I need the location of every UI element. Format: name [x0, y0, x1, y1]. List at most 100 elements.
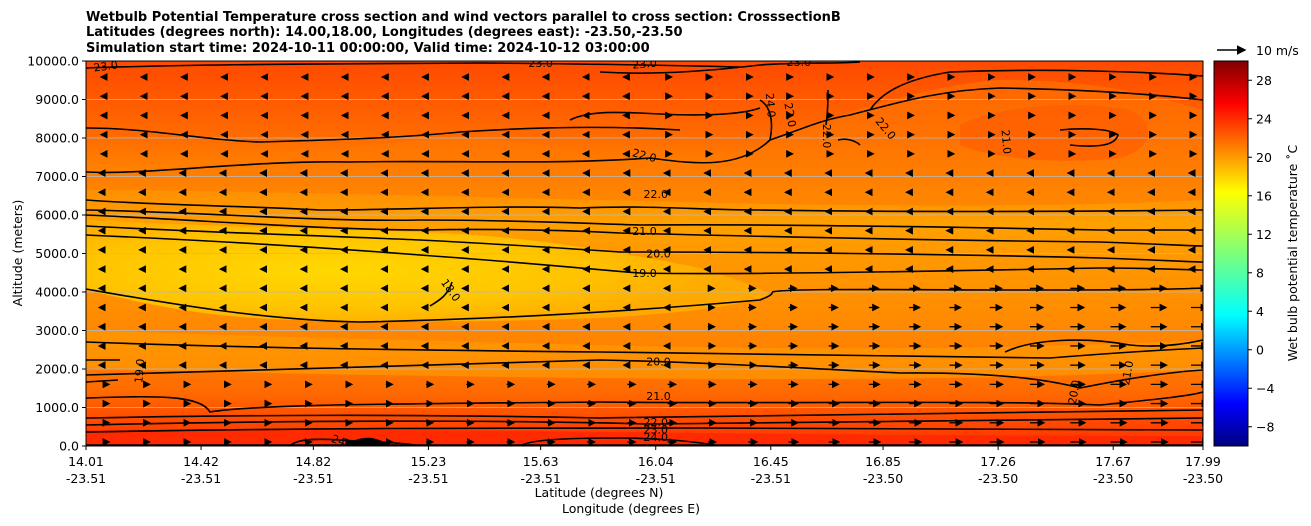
colorbar-fill: [1213, 60, 1249, 447]
colorbar-tick-label: 24: [1256, 111, 1272, 126]
contour-line: [86, 234, 1203, 275]
x-tick-label-longitude: -23.50: [1183, 471, 1223, 486]
x-tick-label-longitude: -23.50: [978, 471, 1018, 486]
contour-line: [429, 281, 453, 307]
contour-line: [86, 417, 1203, 426]
colorbar-tick-label: 20: [1256, 150, 1272, 165]
x-tick-label-latitude: 17.26: [980, 454, 1016, 469]
contour-label: 24.0: [643, 431, 668, 444]
y-tick-label: 6000.0: [35, 208, 79, 223]
contour-line: [869, 69, 1203, 111]
x-tick-label-longitude: -23.51: [751, 471, 791, 486]
contour-lines: [86, 61, 1203, 446]
contour-line: [1059, 128, 1119, 147]
contour-label: 20.0: [646, 248, 671, 261]
x-tick-label-longitude: -23.51: [66, 471, 106, 486]
colorbar-tick-label: 0: [1256, 342, 1264, 357]
contour-label: 19.0: [632, 267, 657, 280]
contour-line: [86, 225, 1203, 263]
contour-label: 24: [330, 432, 348, 449]
contour-line: [86, 341, 1203, 359]
contour-line: [86, 359, 1203, 389]
colorbar-label: Wet bulb potential temperature ˚C: [1285, 144, 1300, 361]
x-axis-label-latitude: Latitude (degrees N): [535, 485, 664, 500]
colorbar-ticks: −8 −4 0 4 8 12 16 20 24 28: [1248, 73, 1274, 434]
contour-line: [86, 288, 773, 323]
contour-label: 20.0: [1066, 379, 1083, 405]
contour-label: 22.0: [781, 102, 798, 128]
contour-line: [86, 214, 1203, 247]
contour-line: [86, 391, 1203, 413]
x-tick-label-latitude: 16.85: [865, 454, 901, 469]
contour-label: 19.0: [132, 358, 147, 384]
y-axis-label: Altitude (meters): [10, 200, 25, 307]
x-tick-label-latitude: 15.63: [523, 454, 559, 469]
y-axis: 0.0 1000.0 2000.0 3000.0 4000.0 5000.0 6000.0 7…: [27, 54, 86, 454]
field-band-upper: [86, 80, 1203, 206]
contour-line: [825, 89, 829, 126]
colorbar-tick-label: 8: [1256, 265, 1264, 280]
x-tick-label-longitude: -23.50: [863, 471, 903, 486]
y-tick-label: 1000.0: [35, 400, 79, 415]
x-tick-label-latitude: 15.23: [410, 454, 446, 469]
contour-line: [837, 138, 861, 146]
contour-line: [569, 107, 761, 121]
x-tick-label-longitude: -23.51: [293, 471, 333, 486]
x-tick-label-latitude: 16.04: [638, 454, 674, 469]
contour-line: [289, 438, 421, 446]
colorbar-tick-label: 4: [1256, 304, 1264, 319]
contour-line: [86, 209, 1203, 231]
y-tick-label: 8000.0: [35, 131, 79, 146]
contour-label: 23.0: [528, 57, 553, 70]
contour-line: [86, 409, 1203, 419]
y-tick-label: 2000.0: [35, 362, 79, 377]
x-tick-label-longitude: -23.51: [636, 471, 676, 486]
x-tick-label-latitude: 16.45: [753, 454, 789, 469]
chart-title-line-3: Simulation start time: 2024-10-11 00:00:…: [86, 41, 650, 56]
contour-label: 24.0: [763, 93, 778, 119]
x-tick-label-latitude: 14.82: [295, 454, 331, 469]
contour-line: [599, 61, 861, 74]
contour-line: [86, 126, 681, 143]
contour-line: [86, 427, 1203, 433]
quiver-key-label: 10 m/s: [1256, 43, 1299, 58]
contour-line: [86, 87, 1203, 174]
contour-label: 23.0: [643, 423, 668, 436]
x-tick-label-latitude: 17.67: [1095, 454, 1131, 469]
contour-line: [1004, 339, 1203, 353]
y-tick-label: 5000.0: [35, 246, 79, 261]
chart-title-line-2: Latitudes (degrees north): 14.00,18.00, …: [86, 25, 683, 40]
contour-label: 21.0: [632, 225, 657, 238]
x-tick-label-longitude: -23.51: [181, 471, 221, 486]
contour-line: [86, 359, 120, 383]
contour-label: 23.0: [787, 56, 812, 69]
contour-label: 22.0: [643, 416, 668, 429]
contour-label: 22.0: [631, 146, 658, 165]
x-axis: 14.01 -23.51 14.42 -23.51 14.82 -23.51 15.23 -2…: [66, 446, 1223, 486]
y-tick-label: 0.0: [59, 439, 79, 454]
wind-vectors: [97, 73, 1203, 446]
contour-line: [519, 437, 721, 446]
contour-line: [759, 99, 773, 141]
y-tick-label: 4000.0: [35, 285, 79, 300]
contour-label: 23.0: [93, 58, 119, 74]
y-tick-label: 9000.0: [35, 92, 79, 107]
contour-label: 21.0: [999, 129, 1014, 155]
contour-line: [86, 62, 741, 69]
colorbar-tick-label: 28: [1256, 73, 1272, 88]
contour-label: 22.0: [820, 124, 833, 149]
colorbar-tick-label: 16: [1256, 188, 1272, 203]
x-axis-label-longitude: Longitude (degrees E): [562, 501, 700, 516]
field-hot-top-right: [960, 105, 1149, 161]
y-tick-label: 10000.0: [27, 54, 79, 69]
contour-label: 20.0: [646, 355, 671, 368]
contour-label: 21.0: [646, 390, 671, 403]
colorbar: −8 −4 0 4 8 12 16 20 24 28 Wet bulb potential tem…: [1213, 60, 1300, 447]
x-tick-label-longitude: -23.50: [1093, 471, 1133, 486]
y-tick-label: 3000.0: [35, 323, 79, 338]
contour-label: 21.0: [1119, 360, 1136, 386]
x-tick-label-longitude: -23.51: [521, 471, 561, 486]
colorbar-tick-label: 12: [1256, 227, 1272, 242]
y-tick-label: 7000.0: [35, 169, 79, 184]
